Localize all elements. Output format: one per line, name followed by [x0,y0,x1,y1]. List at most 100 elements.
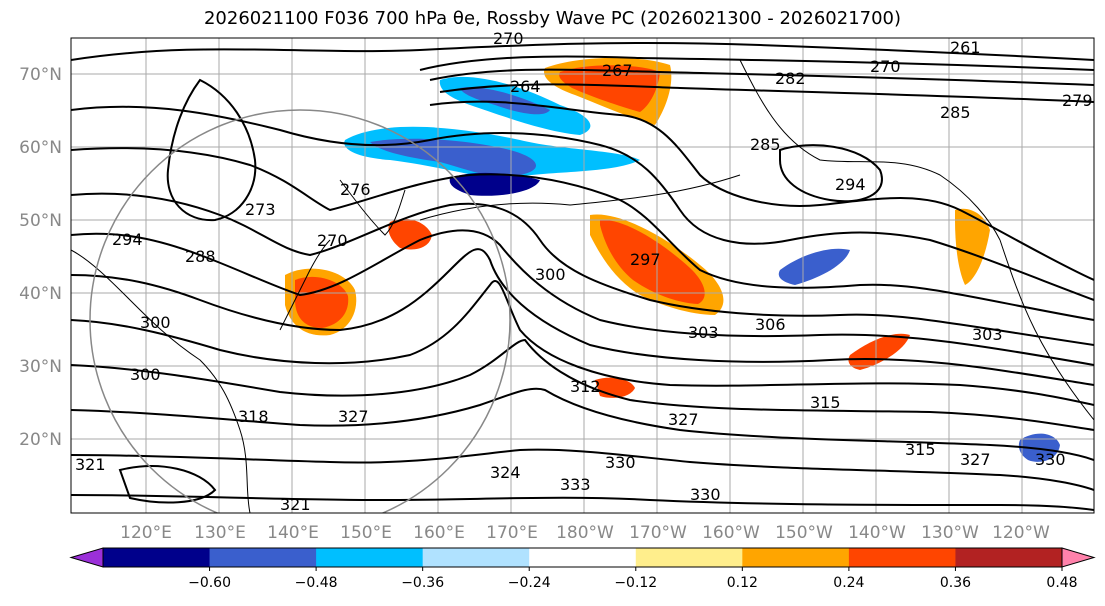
coast-asia [71,249,251,513]
contour-label: 330 [1035,450,1066,469]
latitude-labels: 70°N 60°N 50°N 40°N 30°N 20°N [19,65,62,450]
lat-label: 60°N [19,138,62,158]
contour-label: 285 [940,103,971,122]
projection-circle [89,109,511,513]
contour-label: 294 [835,175,866,194]
lon-label: 130°W [921,523,979,543]
lat-label: 40°N [19,284,62,304]
longitude-labels: 120°E 130°E 140°E 150°E 160°E 170°E 180°… [120,523,1050,543]
lat-label: 20°N [19,430,62,450]
theta-e-contours [71,41,1094,511]
anomaly-shading [285,57,1060,462]
contour-label: 333 [560,475,591,494]
colorbar-tick-label: −0.36 [401,575,444,591]
colorbar-tick-label: −0.12 [614,575,657,591]
contour-label: 321 [280,495,311,514]
colorbar-swatch [955,548,1063,567]
contour-label: 267 [602,61,633,80]
lon-label: 150°E [340,523,392,543]
coast-aleutians [419,174,741,221]
contour-label: 300 [140,313,171,332]
lon-label: 130°E [194,523,246,543]
contour-label: 264 [510,77,541,96]
contour-label: 303 [688,323,719,342]
orange-anomaly-east [848,333,910,370]
contour-label: 300 [535,265,566,284]
coast-north-america [999,239,1094,421]
blue-anomaly-gulf [778,248,850,285]
contour-label: 327 [960,450,991,469]
blue-anomaly-north-core [370,138,537,177]
contour-label: 279 [1062,91,1093,110]
colorbar-swatch [316,548,424,567]
lon-label: 150°W [775,523,833,543]
lon-label: 120°E [120,523,172,543]
colorbar-tick-label: 0.36 [940,575,971,591]
contour-label: 303 [972,325,1003,344]
colorbar-swatch [529,548,637,567]
colorbar-swatch [848,548,956,567]
lon-label: 140°W [848,523,906,543]
lat-label: 50°N [19,211,62,231]
map-title: 2026021100 F036 700 hPa θe, Rossby Wave … [203,8,902,29]
contour-label: 282 [775,69,806,88]
contour-label: 294 [112,230,143,249]
red-anomaly-kuril [388,218,432,250]
colorbar-tick-label: 0.24 [833,575,864,591]
map-frame [70,37,1095,514]
lon-label: 170°E [486,523,538,543]
lon-label: 160°E [413,523,465,543]
colorbar-tick-label: −0.48 [295,575,338,591]
contour-label: 270 [870,57,901,76]
contour-label: 327 [668,410,699,429]
lon-label: 140°E [267,523,319,543]
darkblue-anomaly [449,172,540,196]
colorbar-tick-label: 0.48 [1046,575,1077,591]
lon-label: 170°W [629,523,687,543]
contour-label: 285 [750,135,781,154]
red-anomaly-central [600,219,705,304]
contour-label: 312 [570,377,601,396]
contour-label: 297 [630,250,661,269]
contour-label: 318 [238,407,269,426]
contour-label: 276 [340,180,371,199]
contour-label: 321 [75,455,106,474]
coast-japan [279,239,331,331]
red-anomaly-japan [295,276,349,328]
contour-label: 270 [317,231,348,250]
contour-label: 315 [905,440,936,459]
contour-label: 261 [950,38,981,57]
colorbar-swatch [422,548,530,567]
colorbar-tick-label: −0.60 [188,575,231,591]
colorbar-swatch [209,548,317,567]
colorbar-swatch [742,548,850,567]
orange-anomaly-east-coast [955,208,990,285]
lon-label: 180°W [556,523,614,543]
colorbar-swatch [635,548,743,567]
blue-anomaly-hawaii [1018,433,1060,462]
contour-labels: 270 261 264 267 282 270 279 285 285 294 … [75,29,1093,514]
colorbar-tick-label: −0.24 [508,575,551,591]
coastlines [71,59,1094,513]
contour-label: 288 [185,247,216,266]
coast-alaska [739,59,1001,241]
colorbar-swatch [103,548,211,567]
lon-label: 160°W [702,523,760,543]
colorbar-extend-low [69,547,104,568]
contour-label: 330 [690,485,721,504]
lon-label: 120°W [992,523,1050,543]
colorbar-extend-high [1061,547,1096,568]
blue-anomaly-bering-core [460,87,550,115]
coast-kamchatka [339,179,406,236]
lat-label: 70°N [19,65,62,85]
contour-label: 300 [130,365,161,384]
lat-label: 30°N [19,357,62,377]
contour-label: 324 [490,463,521,482]
colorbar-border [102,547,1063,568]
contour-label: 306 [755,315,786,334]
colorbar: −0.60 −0.48 −0.36 −0.24 −0.12 0.12 0.24 0.36 0.4… [69,547,1096,591]
contour-label: 327 [338,407,369,426]
contour-label: 330 [605,453,636,472]
contour-label: 273 [245,200,276,219]
